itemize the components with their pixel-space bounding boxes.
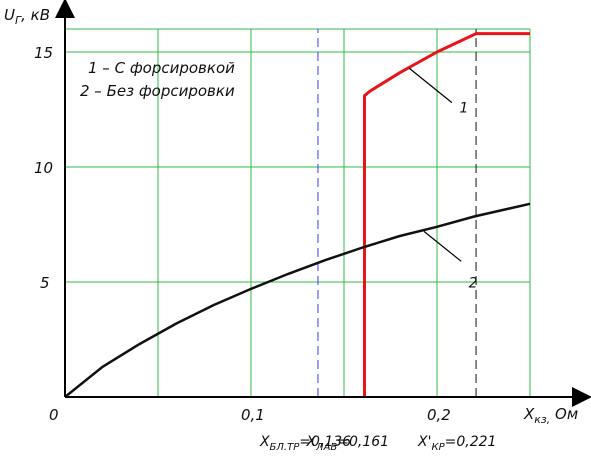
legend-entry-1: 1 – С форсировкой — [88, 59, 235, 77]
vertical-markers — [317, 29, 477, 397]
annotations: 1 2 XБЛ.ТР=0,136 X'КР=0,221 XЛАВ=0,161 — [259, 67, 496, 453]
tick-labels: 0 0,1 0,2 5 10 15 — [34, 44, 451, 424]
series-group — [64, 32, 531, 398]
series-label: 2 — [469, 275, 478, 291]
marker-label: XЛАВ=0,161 — [305, 434, 389, 453]
series-leader-line — [423, 230, 462, 262]
series-line-2 — [64, 202, 531, 398]
series-label: 1 — [459, 101, 468, 117]
x-tick-label: 0,1 — [241, 406, 265, 424]
marker-label: X'КР=0,221 — [417, 434, 496, 453]
x-axis-title: Xкз, Ом — [523, 405, 578, 426]
series-leader-line — [408, 67, 453, 104]
series-line-1 — [363, 32, 530, 397]
y-tick-label: 5 — [40, 274, 50, 292]
x-tick-label: 0,2 — [427, 406, 451, 424]
y-tick-label: 15 — [34, 44, 53, 62]
y-axis-title: UГ, кВ — [4, 6, 50, 27]
x-tick-label: 0 — [49, 406, 59, 424]
y-tick-label: 10 — [34, 159, 53, 177]
grid — [65, 28, 531, 397]
legend-entry-2: 2 – Без форсировки — [80, 82, 235, 100]
marker-label: XБЛ.ТР=0,136 — [259, 434, 351, 453]
